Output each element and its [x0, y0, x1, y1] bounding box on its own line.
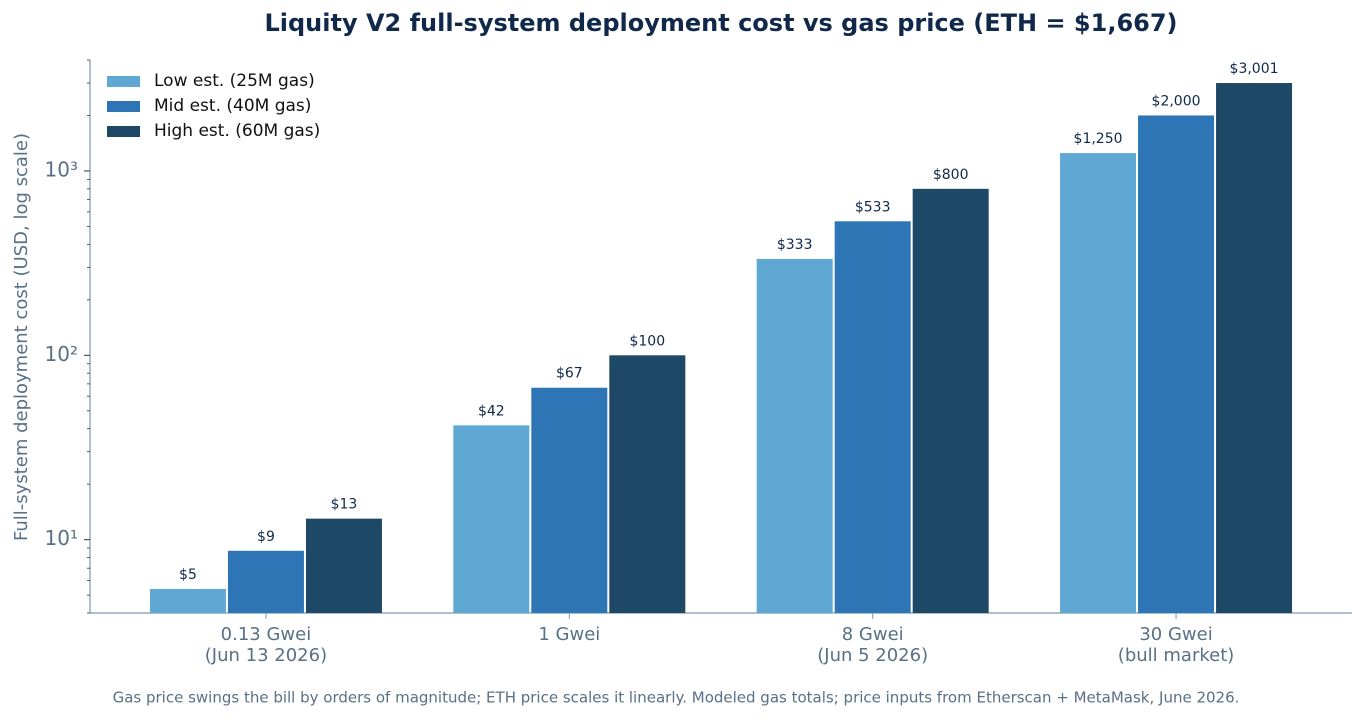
bar [912, 188, 989, 613]
legend-swatch [107, 126, 140, 137]
bar [531, 387, 608, 613]
value-label: $42 [478, 403, 505, 419]
bar [305, 518, 382, 613]
chart-title: Liquity V2 full-system deployment cost v… [264, 9, 1177, 37]
x-tick-label: 0.13 Gwei [221, 624, 312, 645]
y-tick-label: 10² [45, 342, 78, 366]
value-label: $1,250 [1074, 131, 1123, 147]
bar [149, 588, 226, 613]
legend-swatch [107, 101, 140, 112]
y-axis-label: Full-system deployment cost (USD, log sc… [11, 133, 32, 541]
value-label: $800 [933, 167, 969, 183]
bar [1138, 115, 1215, 614]
legend-label: Low est. (25M gas) [154, 71, 315, 91]
x-tick-label: (Jun 5 2026) [817, 645, 928, 666]
x-tick-label: 8 Gwei [842, 624, 904, 645]
value-label: $5 [179, 567, 197, 583]
legend-swatch [107, 76, 140, 87]
bar [453, 425, 530, 613]
value-label: $67 [556, 366, 583, 382]
value-label: $333 [777, 237, 813, 253]
bar [756, 258, 833, 613]
legend-label: High est. (60M gas) [154, 121, 320, 141]
bar [834, 221, 911, 613]
bar [609, 355, 686, 613]
value-label: $3,001 [1230, 61, 1279, 77]
x-tick-label: (bull market) [1118, 645, 1234, 666]
value-label: $2,000 [1152, 93, 1201, 109]
y-tick-label: 10¹ [45, 526, 78, 550]
bar [227, 550, 304, 613]
caption: Gas price swings the bill by orders of m… [113, 689, 1240, 707]
y-tick-label: 10³ [45, 157, 78, 181]
bar [1216, 83, 1293, 614]
x-tick-label: 30 Gwei [1139, 624, 1212, 645]
legend-label: Mid est. (40M gas) [154, 96, 311, 116]
bar [1060, 153, 1137, 613]
x-tick-label: 1 Gwei [538, 624, 600, 645]
value-label: $9 [257, 529, 275, 545]
value-label: $533 [855, 199, 891, 215]
x-tick-label: (Jun 13 2026) [205, 645, 327, 666]
value-label: $100 [629, 333, 665, 349]
value-label: $13 [331, 497, 358, 513]
